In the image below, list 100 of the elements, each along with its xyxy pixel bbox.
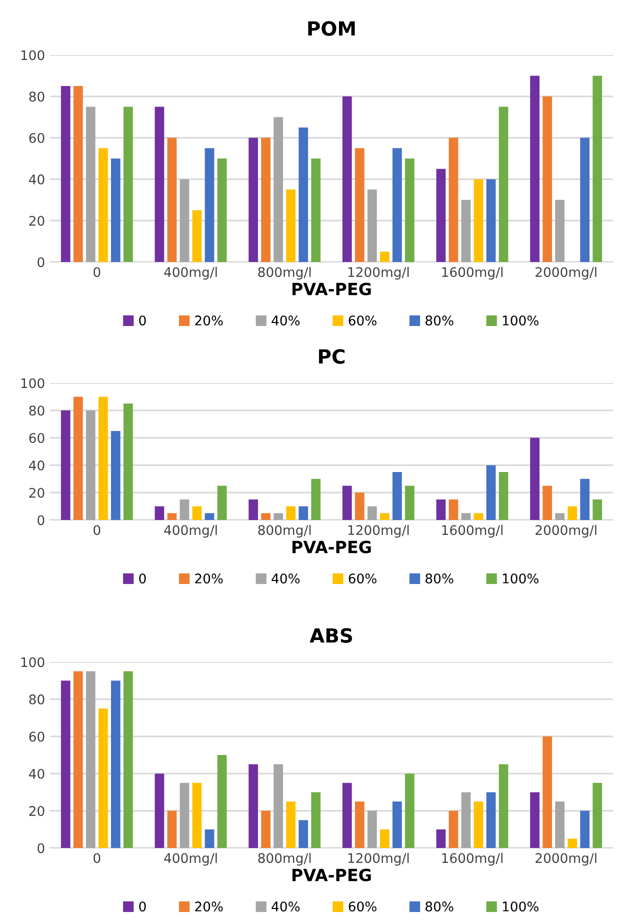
bar — [555, 513, 565, 520]
legend-label: 0 — [139, 316, 146, 326]
bar — [436, 829, 446, 848]
bar — [474, 179, 484, 262]
bar — [261, 138, 271, 262]
legend-label: 80% — [426, 316, 454, 326]
bar — [592, 76, 602, 262]
bar — [592, 499, 602, 520]
bar — [261, 513, 271, 520]
bar — [461, 792, 471, 848]
y-tick-label: 40 — [28, 174, 44, 184]
x-tick-label: 1200mg/l — [348, 852, 409, 866]
bar — [180, 179, 190, 262]
bar — [180, 499, 190, 520]
bar — [167, 810, 177, 848]
bar — [274, 117, 284, 262]
bar — [86, 671, 96, 848]
bar — [154, 774, 164, 848]
bar — [192, 782, 202, 848]
bar — [60, 86, 70, 262]
bar — [461, 513, 471, 520]
x-axis-title: PVA-PEG — [292, 868, 371, 882]
legend-label: 40% — [272, 316, 300, 326]
x-tick-label: 1200mg/l — [348, 524, 409, 538]
bar — [436, 168, 446, 262]
bar — [530, 76, 540, 262]
bar — [542, 736, 552, 848]
bar — [60, 410, 70, 520]
bar — [380, 513, 390, 520]
bar — [60, 680, 70, 848]
legend-label: 80% — [426, 902, 454, 912]
bar — [448, 810, 458, 848]
bar — [204, 829, 214, 848]
bar — [448, 138, 458, 262]
y-tick-label: 80 — [29, 694, 44, 704]
bar — [380, 252, 390, 262]
bar — [392, 148, 402, 262]
y-tick-label: 20 — [29, 806, 44, 816]
bar — [298, 820, 308, 848]
x-axis-title: PVA-PEG — [292, 540, 371, 554]
bar — [486, 792, 496, 848]
y-tick-label: 20 — [29, 488, 44, 498]
bar — [392, 472, 402, 520]
bar — [98, 148, 108, 262]
bar — [274, 513, 284, 520]
bar — [204, 513, 214, 520]
bar — [580, 478, 590, 520]
bar — [311, 478, 321, 520]
x-tick-label: 0 — [94, 853, 100, 864]
bar — [474, 513, 484, 520]
bar — [98, 396, 108, 520]
x-tick-label: 800mg/l — [258, 266, 311, 280]
bar — [354, 148, 364, 262]
legend-label: 20% — [195, 574, 223, 584]
bar — [286, 802, 296, 848]
bar — [110, 430, 120, 520]
bar — [124, 671, 133, 848]
bar — [486, 179, 496, 262]
bar — [486, 465, 496, 520]
bar — [342, 96, 352, 262]
x-tick-label: 2000mg/l — [536, 524, 596, 538]
bar — [311, 792, 321, 848]
bar — [311, 158, 321, 262]
x-tick-label: 400mg/l — [164, 852, 217, 866]
bar — [354, 492, 364, 520]
bar — [530, 792, 540, 848]
x-tick-label: 1600mg/l — [442, 524, 502, 538]
bar — [580, 138, 590, 262]
bar — [248, 138, 258, 262]
bar — [110, 680, 120, 848]
x-tick-label: 2000mg/l — [536, 266, 596, 280]
legend-label: 60% — [348, 316, 376, 326]
bar — [86, 106, 96, 262]
bar — [367, 810, 377, 848]
y-tick-label: 40 — [28, 768, 44, 779]
bar — [204, 148, 214, 262]
y-tick-label: 60 — [29, 732, 44, 742]
bar — [568, 506, 578, 520]
x-tick-label: 800mg/l — [258, 524, 311, 538]
bar — [568, 838, 578, 848]
bar — [274, 764, 284, 848]
bar — [86, 410, 96, 520]
x-axis-title: PVA-PEG — [292, 282, 371, 296]
y-tick-label: 20 — [29, 216, 44, 226]
legend-label: 20% — [195, 316, 223, 326]
y-tick-label: 100 — [21, 378, 44, 388]
x-tick-label: 400mg/l — [164, 524, 217, 538]
bar — [498, 106, 508, 262]
y-tick-label: 60 — [29, 133, 44, 143]
bar — [448, 499, 458, 520]
y-tick-label: 60 — [29, 433, 44, 443]
bar — [124, 404, 133, 520]
legend-label: 100% — [502, 902, 538, 912]
bar — [367, 190, 377, 262]
legend-label: 80% — [426, 574, 454, 584]
chart-title: PC — [319, 349, 345, 364]
bar — [73, 671, 83, 848]
bar — [248, 764, 258, 848]
bar — [542, 96, 552, 262]
legend-label: 40% — [272, 902, 300, 912]
